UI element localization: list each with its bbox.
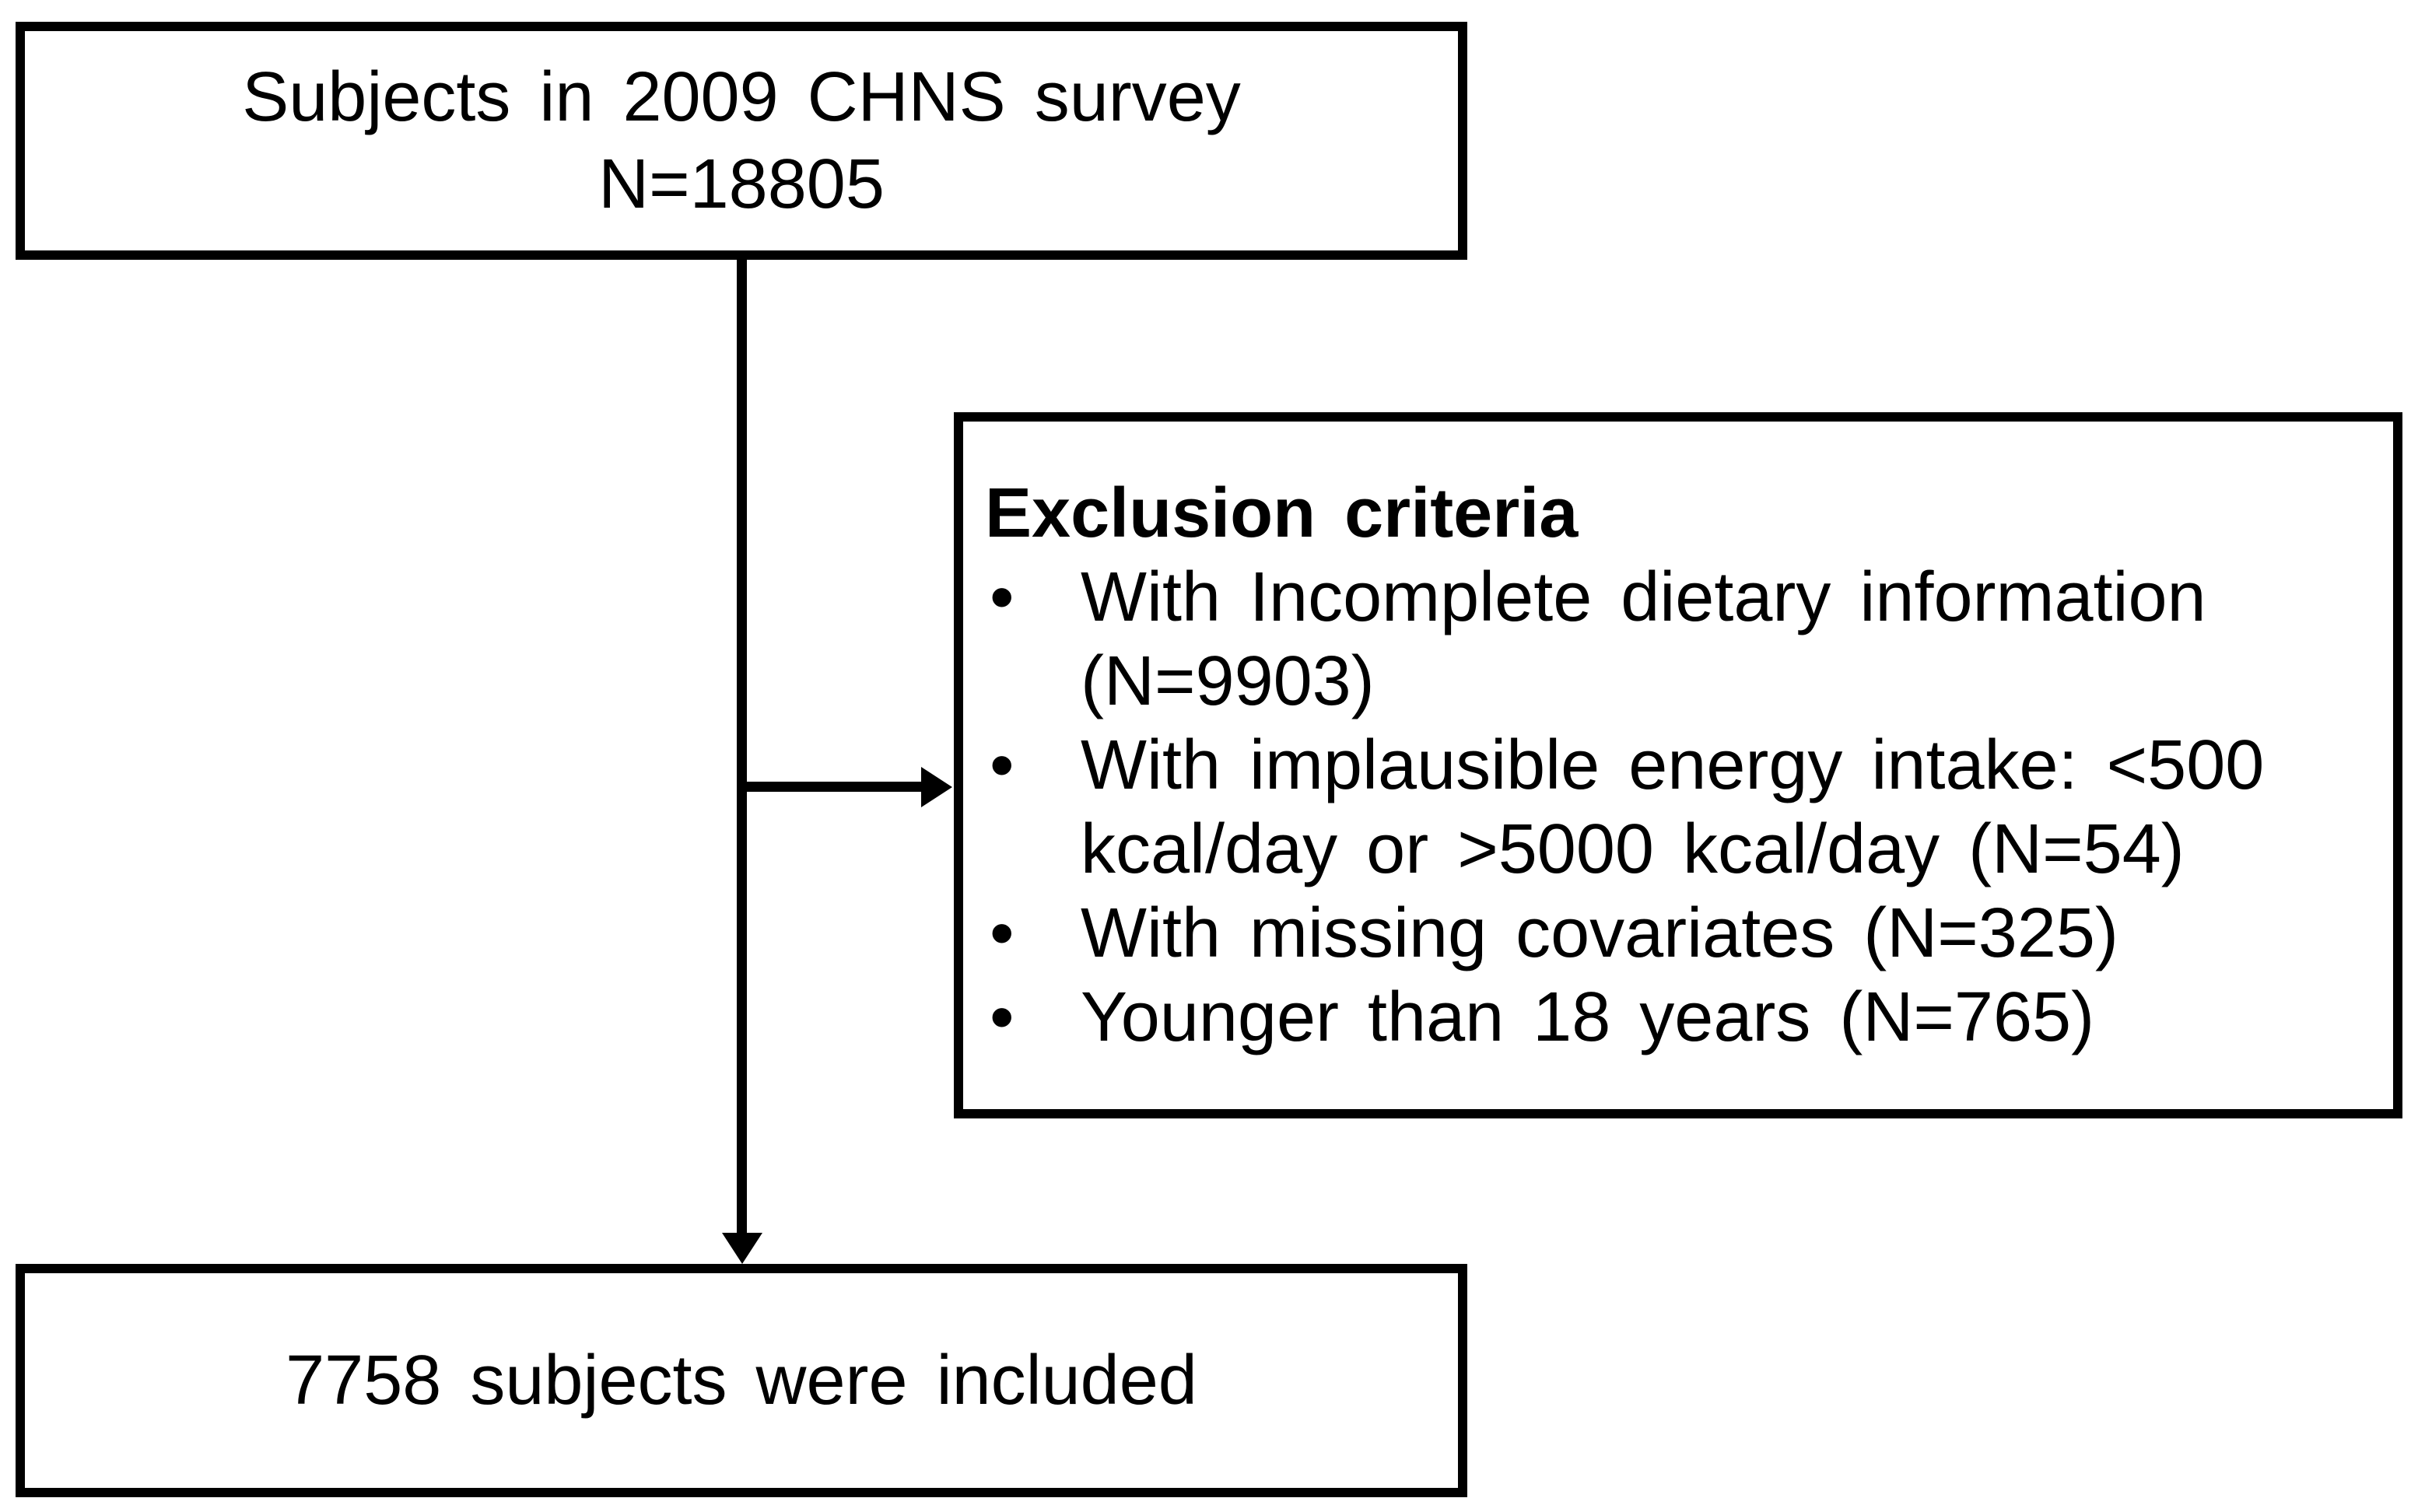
bottom-box-label: 7758 subjects were included	[286, 1342, 1197, 1419]
arrow-right-icon	[921, 767, 952, 807]
top-box-title: Subjects in 2009 CHNS survey	[242, 58, 1241, 136]
exclusion-box: Exclusion criteria With Incomplete dieta…	[954, 412, 2402, 1118]
top-box: Subjects in 2009 CHNS survey N=18805	[16, 22, 1467, 260]
exclusion-item: With implausible energy intake: <500 kca…	[985, 723, 2323, 891]
top-box-count: N=18805	[598, 145, 885, 223]
exclusion-item: With missing covariates (N=325)	[985, 891, 2323, 975]
exclusion-item: With Incomplete dietary information (N=9…	[985, 555, 2323, 723]
horizontal-connector-line	[741, 782, 921, 792]
vertical-connector-line	[737, 260, 747, 1233]
exclusion-item: Younger than 18 years (N=765)	[985, 975, 2323, 1059]
arrow-down-icon	[722, 1233, 762, 1264]
exclusion-list: With Incomplete dietary information (N=9…	[985, 555, 2362, 1059]
bottom-box: 7758 subjects were included	[16, 1264, 1467, 1497]
exclusion-title: Exclusion criteria	[985, 474, 1579, 552]
